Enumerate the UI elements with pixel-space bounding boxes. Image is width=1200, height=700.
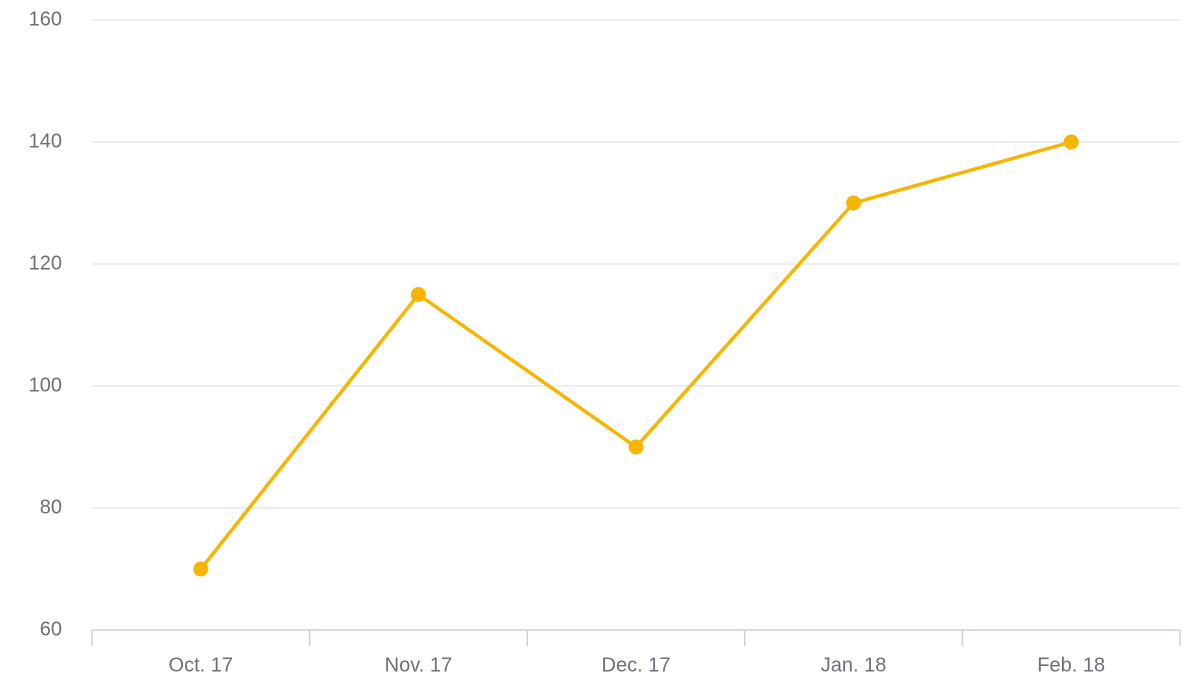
y-tick-label: 140 — [29, 130, 62, 152]
y-tick-label: 80 — [40, 496, 62, 518]
data-point[interactable] — [628, 439, 644, 455]
x-axis: Oct. 17 Nov. 17 Dec. 17 Jan. 18 Feb. 18 — [91, 629, 1181, 676]
grid-lines — [92, 19, 1180, 509]
y-tick-label: 160 — [29, 8, 62, 30]
y-axis: 160 140 120 100 80 60 — [29, 8, 62, 640]
series-layer — [193, 134, 1079, 577]
x-tick-label: Feb. 18 — [1037, 654, 1105, 676]
series-line — [199, 140, 1073, 571]
data-point[interactable] — [193, 561, 209, 577]
x-tick-label: Dec. 17 — [602, 654, 671, 676]
x-tick-label: Oct. 17 — [169, 654, 233, 676]
y-tick-label: 100 — [29, 374, 62, 396]
y-tick-label: 120 — [29, 252, 62, 274]
data-point[interactable] — [410, 287, 426, 302]
data-point[interactable] — [1063, 134, 1079, 150]
x-tick-label: Nov. 17 — [385, 654, 452, 676]
x-tick-label: Jan. 18 — [821, 654, 887, 676]
y-tick-label: 60 — [40, 618, 62, 640]
data-point[interactable] — [846, 195, 862, 211]
